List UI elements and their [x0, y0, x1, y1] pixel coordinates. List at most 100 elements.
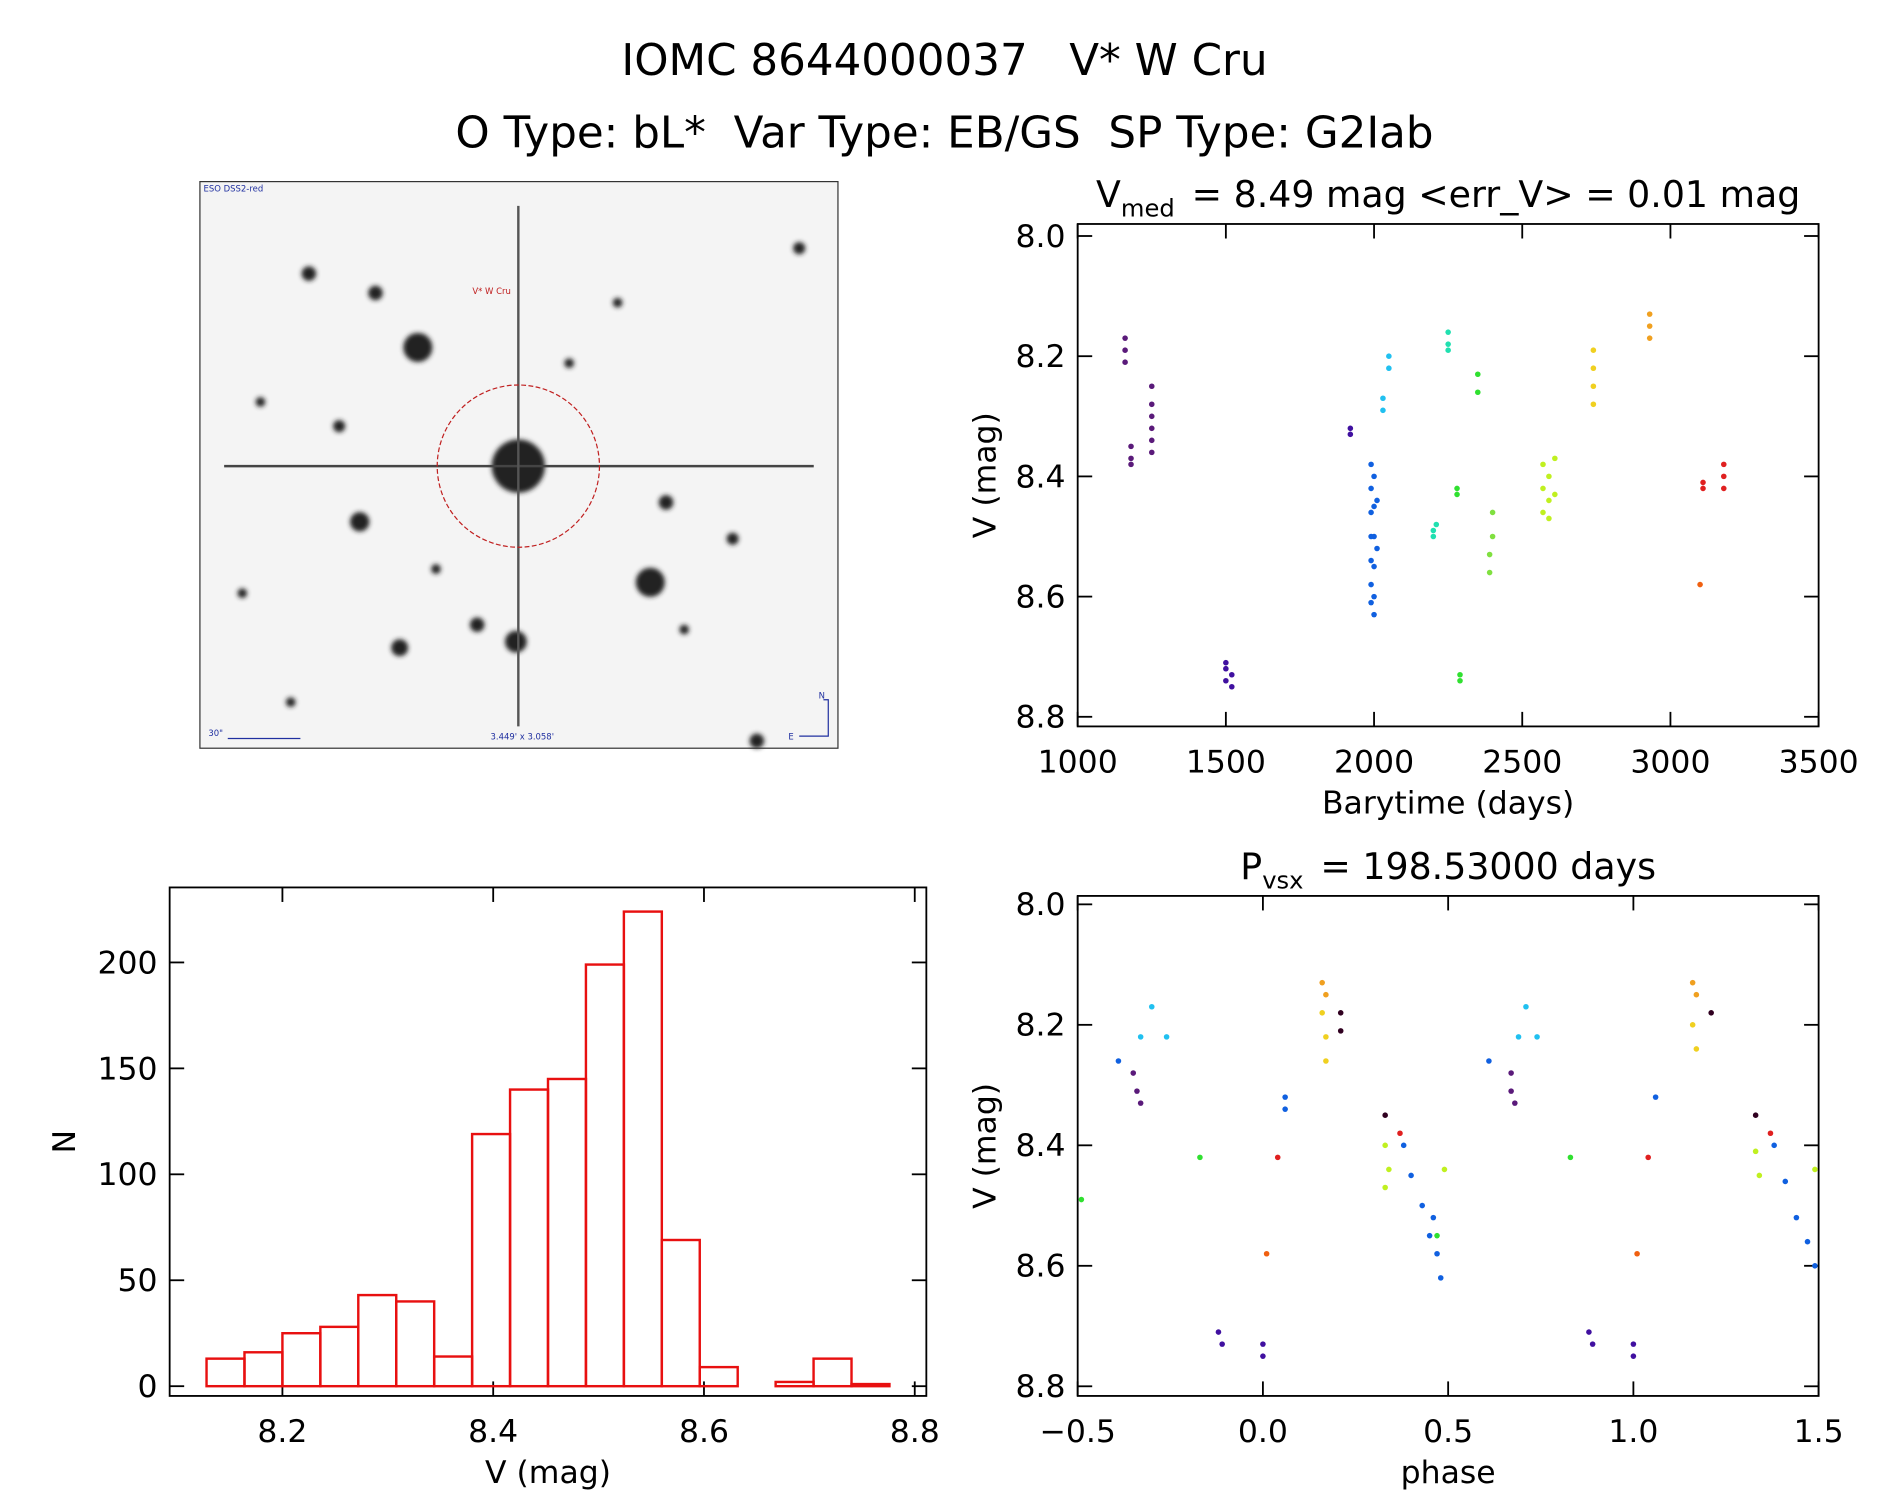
data-point — [1397, 1130, 1403, 1137]
data-point — [1115, 1058, 1122, 1064]
data-point — [1590, 347, 1597, 353]
data-point — [1371, 563, 1377, 570]
data-point — [1693, 991, 1700, 998]
data-point — [1078, 1196, 1085, 1203]
data-point — [1323, 1034, 1329, 1040]
plot-frame — [1076, 223, 1820, 728]
y-tick-label: 8.8 — [1016, 700, 1066, 736]
data-point — [1515, 1034, 1522, 1040]
data-point — [1534, 1034, 1540, 1040]
data-point — [1382, 1184, 1388, 1191]
data-point — [1486, 1058, 1492, 1064]
y-tick-label: 200 — [97, 945, 157, 981]
histogram-bar — [243, 1351, 284, 1388]
y-tick-label: 8.0 — [1016, 219, 1066, 255]
data-point — [1148, 425, 1155, 432]
data-point — [1386, 353, 1392, 359]
data-point — [1489, 533, 1496, 540]
data-point — [1368, 599, 1374, 606]
data-point — [1475, 371, 1481, 378]
data-point — [1804, 1238, 1811, 1245]
histogram-bar — [546, 1077, 588, 1388]
data-point — [1419, 1202, 1426, 1209]
data-point — [1437, 1275, 1444, 1281]
data-point — [1368, 461, 1374, 468]
x-tick-label: 8.4 — [468, 1414, 518, 1450]
data-point — [1148, 449, 1155, 456]
data-point — [1368, 581, 1374, 588]
data-point — [1540, 485, 1546, 492]
x-tick-label: 1500 — [1186, 744, 1266, 780]
data-point — [1371, 533, 1377, 540]
data-point — [1371, 611, 1377, 618]
data-point — [1386, 1166, 1392, 1173]
y-axis-label: V (mag) — [967, 1083, 1003, 1209]
data-point — [1771, 1142, 1777, 1149]
x-axis-label: Barytime (days) — [1322, 786, 1574, 822]
title-rest: = 198.53000 days — [1320, 845, 1656, 888]
data-point — [1122, 359, 1128, 365]
data-point — [1368, 509, 1374, 516]
y-tick-label: 50 — [118, 1263, 158, 1299]
data-point — [1148, 413, 1155, 420]
compass-e: E — [788, 732, 793, 742]
x-tick-label: 1.5 — [1794, 1414, 1844, 1450]
data-point — [1430, 533, 1437, 540]
data-point — [1700, 485, 1706, 492]
data-point — [1589, 1341, 1596, 1347]
x-tick-label: 1000 — [1038, 744, 1118, 780]
data-point — [1546, 473, 1552, 480]
x-tick-label: 8.2 — [257, 1414, 307, 1450]
data-point — [1767, 1130, 1774, 1137]
data-point — [1148, 383, 1155, 390]
data-point — [1347, 431, 1354, 438]
x-tick-label: 3500 — [1779, 744, 1859, 780]
data-point — [1386, 365, 1392, 372]
data-point — [1400, 1142, 1407, 1149]
data-point — [1646, 311, 1653, 317]
data-point — [1540, 461, 1546, 468]
data-point — [1457, 671, 1463, 678]
figure-subtitle: O Type: bL* Var Type: EB/GS SP Type: G2I… — [455, 109, 1433, 159]
data-point — [1590, 365, 1597, 372]
plot-frame — [168, 886, 928, 1397]
image-target: V* W Cru — [472, 286, 511, 296]
data-point — [1512, 1100, 1518, 1106]
plot-frame — [1076, 895, 1820, 1397]
data-point — [1454, 491, 1460, 498]
data-point — [1508, 1070, 1514, 1076]
data-point — [1812, 1263, 1818, 1269]
data-point — [1552, 491, 1558, 498]
data-point — [1337, 1028, 1344, 1034]
data-point — [1630, 1341, 1637, 1347]
data-point — [1223, 677, 1229, 684]
data-point — [1693, 1046, 1700, 1052]
data-point — [1445, 329, 1451, 335]
data-point — [1282, 1094, 1288, 1100]
data-point — [1371, 593, 1377, 600]
data-point — [1368, 557, 1374, 564]
data-point — [1430, 527, 1437, 534]
x-tick-label: 2500 — [1482, 744, 1562, 780]
histogram-bar — [357, 1293, 398, 1388]
y-tick-label: 150 — [97, 1051, 157, 1087]
title-main: V — [1096, 173, 1121, 216]
y-tick-label: 8.4 — [1016, 1128, 1066, 1164]
data-point — [1274, 1154, 1281, 1161]
data-point — [1652, 1094, 1659, 1100]
data-point — [1219, 1341, 1225, 1347]
data-point — [1793, 1214, 1800, 1221]
data-point — [1426, 1232, 1433, 1239]
data-point — [1263, 1250, 1270, 1257]
x-tick-label: 0.5 — [1423, 1414, 1473, 1450]
data-point — [1408, 1172, 1414, 1179]
y-tick-label: 0 — [138, 1369, 158, 1405]
x-tick-label: 1.0 — [1608, 1414, 1658, 1450]
histogram-bar — [850, 1382, 891, 1388]
data-point — [1486, 569, 1493, 576]
data-point — [1122, 347, 1128, 353]
data-point — [1148, 401, 1155, 408]
x-axis-label: phase — [1401, 1455, 1496, 1491]
data-point — [1134, 1088, 1140, 1094]
image-source: ESO DSS2-red — [204, 183, 264, 193]
